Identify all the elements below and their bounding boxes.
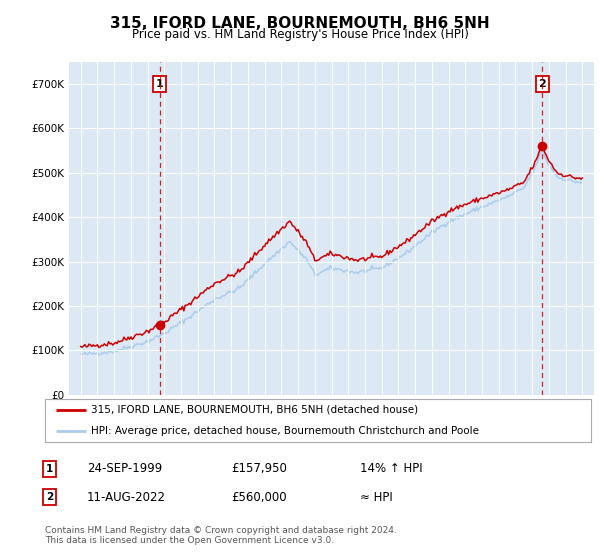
Text: 24-SEP-1999: 24-SEP-1999 <box>87 462 162 475</box>
Text: HPI: Average price, detached house, Bournemouth Christchurch and Poole: HPI: Average price, detached house, Bour… <box>91 427 479 436</box>
Text: 1: 1 <box>46 464 53 474</box>
Text: 14% ↑ HPI: 14% ↑ HPI <box>360 462 422 475</box>
Text: Contains HM Land Registry data © Crown copyright and database right 2024.: Contains HM Land Registry data © Crown c… <box>45 526 397 535</box>
Text: 11-AUG-2022: 11-AUG-2022 <box>87 491 166 504</box>
Text: 315, IFORD LANE, BOURNEMOUTH, BH6 5NH: 315, IFORD LANE, BOURNEMOUTH, BH6 5NH <box>110 16 490 31</box>
Text: £157,950: £157,950 <box>231 462 287 475</box>
Text: This data is licensed under the Open Government Licence v3.0.: This data is licensed under the Open Gov… <box>45 536 334 545</box>
Text: 1: 1 <box>156 79 164 89</box>
Text: 2: 2 <box>538 79 546 89</box>
Text: 315, IFORD LANE, BOURNEMOUTH, BH6 5NH (detached house): 315, IFORD LANE, BOURNEMOUTH, BH6 5NH (d… <box>91 405 419 414</box>
Text: Price paid vs. HM Land Registry's House Price Index (HPI): Price paid vs. HM Land Registry's House … <box>131 28 469 41</box>
Text: 2: 2 <box>46 492 53 502</box>
Text: ≈ HPI: ≈ HPI <box>360 491 393 504</box>
Text: £560,000: £560,000 <box>231 491 287 504</box>
